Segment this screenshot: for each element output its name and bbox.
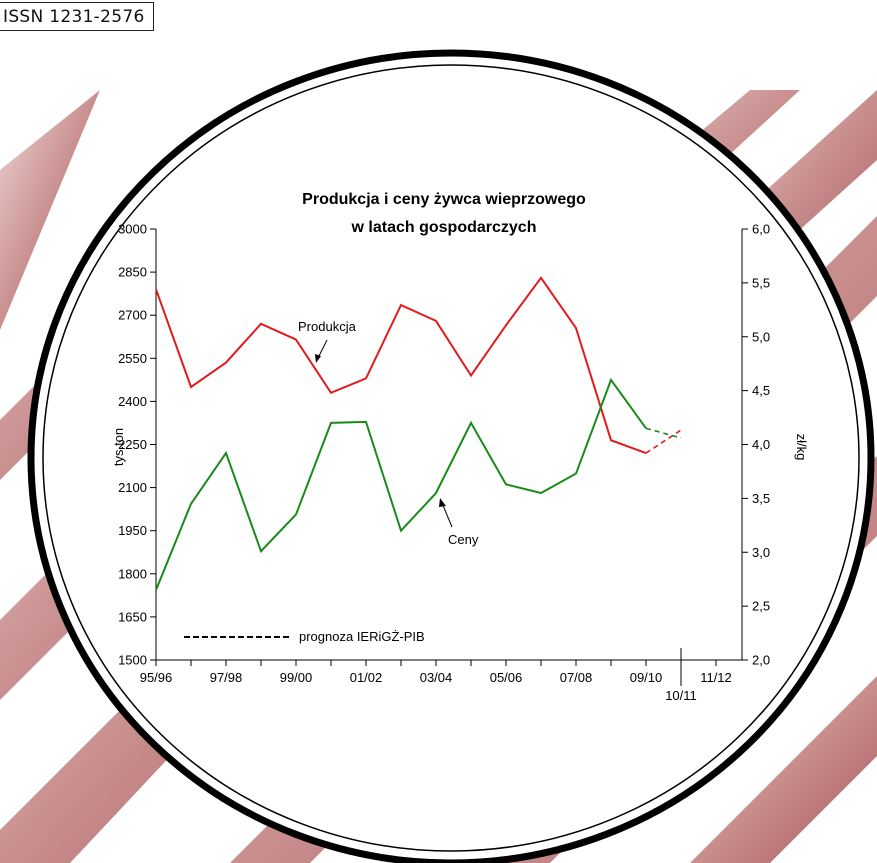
y-tick-label-left: 1950 — [118, 523, 147, 538]
series-line-produkcja — [155, 276, 647, 455]
y-tick-label-left: 2550 — [118, 351, 147, 366]
x-tick-label: 03/04 — [420, 670, 453, 685]
chart-subtitle: w latach gospodarczych — [351, 219, 537, 236]
y-axis-label-right: zł/kg — [794, 434, 809, 461]
labels-layer: Produkcja Ceny prognoza IERiGŻ-PIB — [184, 319, 479, 644]
y-tick-label-left: 2100 — [118, 480, 147, 495]
x-tick-label: 09/10 — [630, 670, 663, 685]
x-tick-label: 05/06 — [490, 670, 523, 685]
y-tick-label-right: 6,0 — [752, 222, 770, 237]
y-tick-label-left: 3000 — [118, 222, 147, 237]
series-line-ceny — [155, 377, 647, 591]
x-tick-label: 11/12 — [700, 670, 732, 685]
x-tick-label: 95/96 — [140, 670, 173, 685]
annotation-produkcja: Produkcja — [298, 319, 357, 334]
y-tick-label-right: 4,0 — [752, 437, 770, 452]
x-tick-label: 01/02 — [350, 670, 383, 685]
y-tick-label-left: 2850 — [118, 265, 147, 280]
y-tick-label-right: 3,0 — [752, 545, 770, 560]
series-layer — [155, 276, 682, 591]
series-forecast-produkcja — [645, 429, 682, 454]
annotation-produkcja-arrowhead — [315, 354, 321, 363]
legend-forecast-label: prognoza IERiGŻ-PIB — [299, 629, 425, 644]
annotation-ceny-arrowhead — [439, 498, 446, 507]
x-tick-label: 97/98 — [210, 670, 243, 685]
y-axis-label-left: tys.ton — [111, 428, 126, 466]
series-forecast-ceny — [645, 427, 682, 439]
chart-title: Produkcja i ceny żywca wieprzowego — [302, 191, 586, 208]
y-tick-label-right: 5,0 — [752, 329, 770, 344]
y-tick-label-right: 2,0 — [752, 653, 770, 668]
y-tick-label-left: 1500 — [118, 653, 147, 668]
annotation-ceny-arrow — [441, 502, 453, 528]
x-tick-label: 99/00 — [280, 670, 313, 685]
y-tick-label-right: 4,5 — [752, 383, 770, 398]
y-tick-label-right: 5,5 — [752, 275, 770, 290]
y-tick-label-left: 2400 — [118, 394, 147, 409]
chart-circle-outer — [27, 49, 875, 863]
annotation-ceny: Ceny — [448, 532, 479, 547]
x-tick-label-extra: 10/11 — [665, 688, 697, 703]
y-tick-label-right: 2,5 — [752, 599, 770, 614]
issn-label: ISSN 1231-2576 — [0, 2, 154, 31]
y-tick-label-left: 1650 — [118, 609, 147, 624]
y-tick-label-left: 1800 — [118, 566, 147, 581]
x-tick-label: 07/08 — [560, 670, 593, 685]
axes: 1500 1650 1800 1950 2100 2250 2400 2550 2700 2850… — [111, 222, 809, 704]
chart-circle-inner — [42, 64, 860, 852]
y-tick-label-right: 3,5 — [752, 491, 770, 506]
y-tick-label-left: 2250 — [118, 437, 147, 452]
annotation-produkcja-arrow — [317, 339, 328, 359]
y-tick-label-left: 2700 — [118, 308, 147, 323]
